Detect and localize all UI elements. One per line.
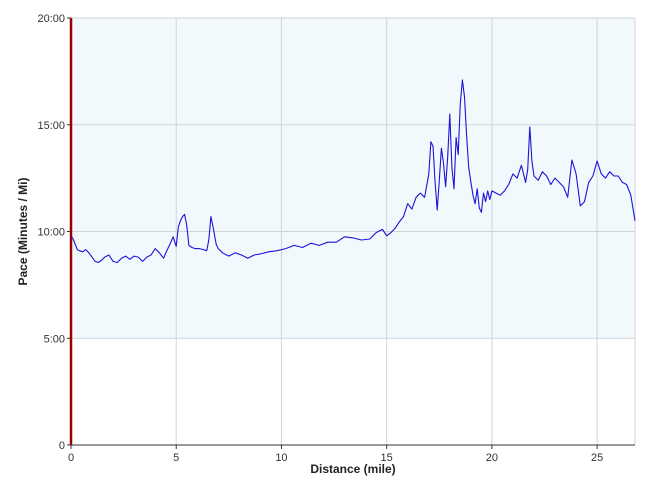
x-tick-label: 0 xyxy=(68,452,74,464)
y-axis-title: Pace (Minutes / Mi) xyxy=(16,177,30,285)
x-axis-title: Distance (mile) xyxy=(310,462,395,476)
y-tick-label: 15:00 xyxy=(37,120,65,132)
x-tick-label: 20 xyxy=(486,452,498,464)
x-tick-label: 15 xyxy=(381,452,393,464)
pace-line xyxy=(70,79,636,264)
series-group xyxy=(70,79,636,264)
x-tick-label: 10 xyxy=(275,452,287,464)
y-tick-label: 20:00 xyxy=(37,13,65,25)
gridlines xyxy=(71,17,636,445)
y-tick-label: 5:00 xyxy=(44,333,65,345)
x-tick-label: 5 xyxy=(173,452,179,464)
pace-band xyxy=(71,18,635,339)
y-tick-label: 10:00 xyxy=(37,227,65,239)
x-axis-ticks: 0 5 10 15 20 25 xyxy=(68,445,603,464)
x-tick-label: 25 xyxy=(591,452,603,464)
y-tick-label: 0 xyxy=(59,440,65,452)
